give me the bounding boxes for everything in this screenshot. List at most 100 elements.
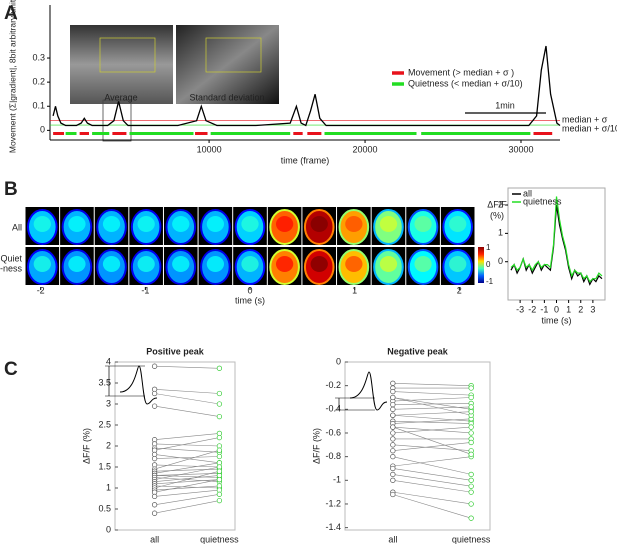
- pair-line: [154, 489, 220, 497]
- y-tick-label: -0.4: [325, 404, 341, 414]
- pair-line: [392, 411, 472, 416]
- pair-line: [154, 464, 220, 468]
- pair-line: [392, 426, 472, 455]
- quietness-period: [129, 132, 194, 135]
- x-tick-label: -2: [37, 285, 45, 295]
- y-tick-label: 2: [498, 199, 503, 209]
- frame-hot: [33, 216, 51, 232]
- pair-line: [392, 444, 472, 452]
- pair-point: [468, 451, 474, 457]
- pair-line: [154, 443, 220, 447]
- x-tick-label: -1: [141, 285, 149, 295]
- legend-label: quietness: [523, 196, 562, 206]
- row-label: -ness: [0, 263, 22, 273]
- y-tick-label: -0.6: [325, 427, 341, 437]
- frame-hot: [345, 216, 363, 232]
- pair-point: [151, 455, 158, 462]
- pair-line: [392, 456, 472, 475]
- x-tick-label: 3: [590, 304, 595, 314]
- y-tick-label: 1: [498, 228, 503, 238]
- pair-line: [154, 468, 220, 472]
- colorbar-label: 0: [486, 260, 491, 269]
- pair-point: [390, 465, 396, 472]
- pair-line: [154, 449, 220, 470]
- pair-line: [392, 468, 472, 481]
- legend-label: all: [523, 188, 532, 198]
- pair-point: [390, 436, 396, 442]
- pair-line: [154, 405, 220, 417]
- pair-point: [390, 471, 396, 478]
- trace: [510, 196, 603, 283]
- pair-line: [154, 479, 220, 493]
- frame-hot: [137, 256, 155, 272]
- frame-hot: [379, 256, 398, 272]
- y-tick-label: 0.3: [32, 52, 45, 62]
- pair-point: [390, 406, 396, 412]
- legend-label: Movement (> median + σ ): [408, 67, 514, 77]
- pair-point: [216, 447, 223, 453]
- movement-line: [52, 45, 561, 127]
- pair-point: [216, 401, 223, 407]
- pair-line: [392, 403, 472, 405]
- y-tick-label: 2: [106, 440, 111, 450]
- roi-box: [99, 37, 156, 73]
- pair-point: [151, 363, 158, 369]
- panel-label: C: [4, 359, 18, 380]
- x-tick-label: 10000: [197, 144, 222, 154]
- frame-hot: [275, 216, 294, 232]
- y-tick-label: 3: [106, 398, 111, 408]
- y-axis-label: ΔF/F: [487, 199, 507, 209]
- legend-label: Quietness (< median + σ/10): [408, 78, 523, 88]
- pair-point: [151, 510, 158, 516]
- pair-point: [216, 468, 223, 474]
- frame-hot: [449, 256, 467, 272]
- pair-point: [468, 483, 474, 489]
- y-tick-label: 0: [336, 356, 341, 366]
- colorbar-label: 1: [486, 243, 491, 252]
- x-tick-label: -2: [528, 304, 536, 314]
- pair-line: [154, 500, 220, 514]
- frame-hot: [33, 256, 51, 272]
- pair-point: [468, 404, 474, 410]
- frame-hot: [310, 216, 328, 232]
- pair-line: [154, 475, 220, 482]
- pair-line: [154, 475, 220, 478]
- pair-point: [390, 430, 396, 436]
- pair-point: [390, 448, 396, 454]
- x-tick-label: -3: [516, 304, 524, 314]
- pair-point: [390, 453, 396, 460]
- pair-point: [216, 413, 223, 420]
- x-tick-label: 1: [352, 285, 357, 295]
- x-tick-label: quietness: [452, 534, 491, 544]
- axes-frame: [344, 361, 491, 531]
- pair-line: [154, 447, 220, 453]
- pair-point: [216, 491, 223, 497]
- movement-period: [195, 132, 208, 135]
- waveform-icon: [349, 371, 388, 411]
- panel-label: B: [4, 179, 18, 200]
- pair-line: [392, 456, 472, 467]
- y-tick-label: 2.5: [98, 419, 111, 429]
- pair-point: [390, 401, 396, 408]
- pair-line: [154, 473, 220, 476]
- pair-point: [468, 501, 474, 507]
- frame-hot: [172, 256, 190, 272]
- pair-line: [154, 485, 220, 489]
- x-tick-label: 0: [554, 304, 559, 314]
- pair-point: [390, 491, 396, 498]
- pair-point: [390, 388, 396, 395]
- pair-line: [154, 479, 220, 485]
- movement-period: [533, 132, 553, 135]
- pair-point: [151, 403, 158, 409]
- pair-point: [151, 502, 158, 508]
- quietness-period: [65, 132, 77, 135]
- frame-hot: [275, 256, 294, 272]
- trace: [510, 204, 603, 286]
- pair-line: [154, 393, 220, 405]
- pair-point: [390, 477, 396, 483]
- pair-point: [468, 477, 474, 483]
- y-tick-label: -1.4: [325, 522, 341, 532]
- pair-point: [390, 412, 396, 418]
- quietness-period: [210, 132, 291, 135]
